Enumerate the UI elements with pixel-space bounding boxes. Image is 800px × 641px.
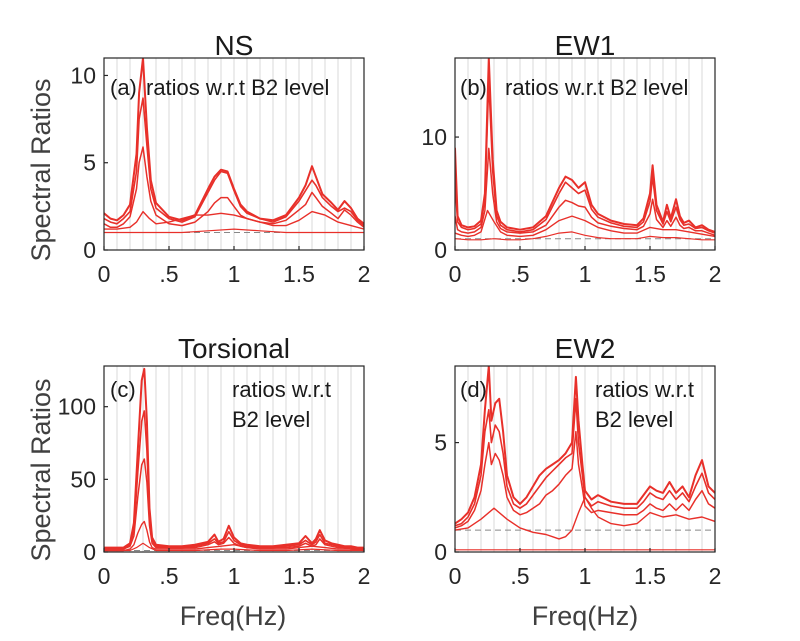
x-tick-label: 0 <box>449 261 462 287</box>
series-line-3 <box>104 210 364 230</box>
y-tick-label: 10 <box>421 124 447 150</box>
x-tick-label: 1 <box>228 563 241 589</box>
series-line-1 <box>455 397 715 527</box>
x-tick-label: 0 <box>98 563 111 589</box>
annotation-text: ratios w.r.t <box>595 377 694 402</box>
y-axis-label-top: Spectral Ratios <box>26 78 56 261</box>
x-tick-label: 0 <box>98 261 111 287</box>
x-tick-label: 1.5 <box>283 563 315 589</box>
series-group <box>455 58 715 241</box>
x-tick-label: .5 <box>510 563 529 589</box>
series-line-0 <box>104 58 364 225</box>
annotation-text: ratios w.r.t B2 level <box>146 75 329 100</box>
chart-title: EW1 <box>555 30 616 61</box>
chart-title: EW2 <box>555 333 616 364</box>
series-line-3 <box>455 496 715 540</box>
chart-title: NS <box>215 30 254 61</box>
series-group <box>104 58 364 234</box>
series-line-4 <box>455 231 715 241</box>
series-line-3 <box>455 209 715 238</box>
x-tick-label: 1 <box>579 563 592 589</box>
chart-panel-2: 0 .5 1 1.5 2 0 50 100 Torsional (c) ratios w.r.t B2… <box>58 333 371 589</box>
series-line-4 <box>104 228 364 234</box>
x-axis-label-right: Freq(Hz) <box>532 601 639 631</box>
annotation-text: ratios w.r.t <box>232 377 331 402</box>
series-group <box>455 366 715 551</box>
x-tick-label: 2 <box>709 563 722 589</box>
chart-panel-1: 0 .5 1 1.5 2 0 10 EW1 (b) ratios w.r.t B2 level <box>421 30 721 287</box>
x-tick-label: 2 <box>709 261 722 287</box>
x-tick-label: .5 <box>159 563 178 589</box>
panel-label: (a) <box>110 75 137 100</box>
chart-title: Torsional <box>178 333 290 364</box>
series-line-1 <box>104 97 364 227</box>
y-tick-label: 50 <box>70 466 96 492</box>
x-tick-label: 1.5 <box>283 261 315 287</box>
y-tick-label: 100 <box>58 394 96 420</box>
y-tick-label: 10 <box>70 62 96 88</box>
series-line-1 <box>455 79 715 234</box>
y-axis-label-bottom: Spectral Ratios <box>26 378 56 561</box>
x-tick-label: 2 <box>358 261 371 287</box>
y-tick-label: 5 <box>434 430 447 456</box>
x-tick-label: .5 <box>159 261 178 287</box>
x-tick-label: 1 <box>228 261 241 287</box>
series-line-0 <box>104 367 364 549</box>
series-line-1 <box>104 410 364 550</box>
series-line-2 <box>104 458 364 550</box>
series-line-2 <box>455 430 715 529</box>
chart-panel-3: 0 .5 1 1.5 2 0 5 EW2 (d) ratios w.r.t B2 level <box>434 333 721 589</box>
series-group <box>104 367 364 552</box>
annotation-text: B2 level <box>595 407 673 432</box>
series-line-2 <box>104 146 364 229</box>
annotation-text: ratios w.r.t B2 level <box>505 75 688 100</box>
x-axis-label-left: Freq(Hz) <box>180 601 287 631</box>
y-tick-label: 0 <box>83 237 96 263</box>
chart-panel-0: 0 .5 1 1.5 2 0 5 10 NS (a) ratios w.r.t B2 level <box>70 30 370 287</box>
panel-label: (c) <box>110 377 136 402</box>
x-tick-label: 2 <box>358 563 371 589</box>
y-tick-label: 0 <box>83 539 96 565</box>
x-tick-label: 1 <box>579 261 592 287</box>
panel-label: (d) <box>460 377 487 402</box>
y-tick-label: 0 <box>434 237 447 263</box>
panel-label: (b) <box>460 75 487 100</box>
annotation-text: B2 level <box>232 407 310 432</box>
x-tick-label: .5 <box>510 261 529 287</box>
series-line-2 <box>455 147 715 237</box>
x-tick-label: 1.5 <box>634 563 666 589</box>
series-line-3 <box>104 520 364 552</box>
y-tick-label: 0 <box>434 539 447 565</box>
x-tick-label: 1.5 <box>634 261 666 287</box>
x-tick-label: 0 <box>449 563 462 589</box>
y-tick-label: 5 <box>83 150 96 176</box>
